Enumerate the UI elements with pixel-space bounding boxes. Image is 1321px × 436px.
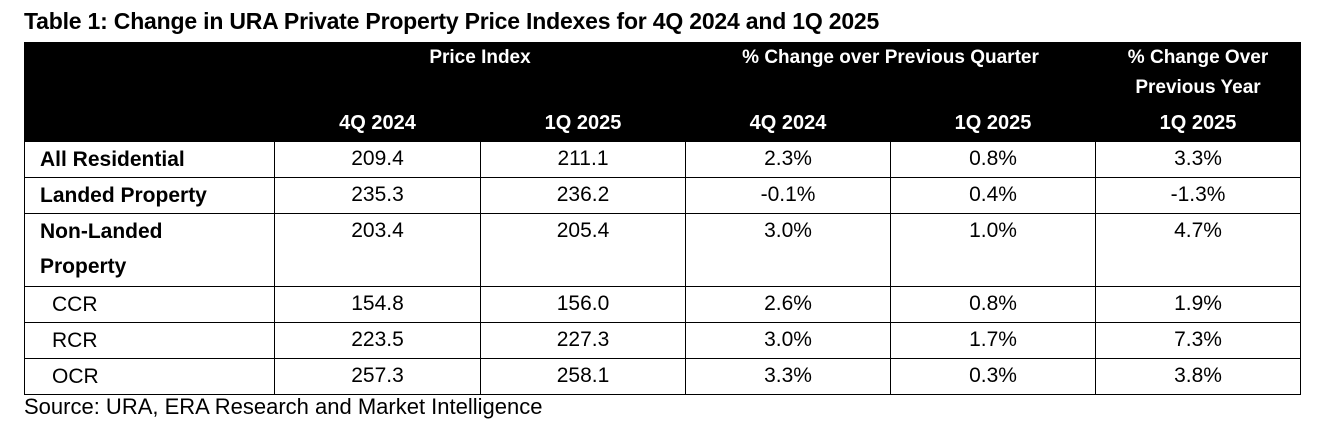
row-label: RCR: [24, 322, 275, 359]
cell-yoy-1q2025: 1.9%: [1095, 286, 1302, 323]
cell-qoq-1q2025: 0.3%: [890, 358, 1097, 395]
cell-pi-1q2025: 236.2: [479, 177, 687, 214]
header-period-pi-1q2025: 1Q 2025: [479, 104, 687, 142]
cell-yoy-1q2025: 3.8%: [1095, 358, 1302, 395]
cell-pi-4q2024: 223.5: [274, 322, 481, 359]
cell-qoq-1q2025: 0.4%: [890, 177, 1097, 214]
cell-qoq-1q2025: 1.7%: [890, 322, 1097, 359]
header-yoy-line1: % Change Over: [1127, 47, 1269, 68]
header-period-yoy-1q2025: 1Q 2025: [1095, 104, 1302, 142]
cell-yoy-1q2025: -1.3%: [1095, 177, 1302, 214]
cell-qoq-4q2024: 3.0%: [685, 213, 892, 287]
cell-qoq-4q2024: 3.3%: [685, 358, 892, 395]
row-label-line2: Property: [40, 255, 127, 278]
header-period-qoq-4q2024: 4Q 2024: [685, 104, 892, 142]
cell-pi-1q2025: 227.3: [479, 322, 687, 359]
cell-qoq-1q2025: 1.0%: [890, 213, 1097, 287]
header-price-index: Price Index: [273, 42, 687, 105]
header-period-pi-4q2024: 4Q 2024: [274, 104, 481, 142]
cell-qoq-4q2024: -0.1%: [685, 177, 892, 214]
table-row: OCR 257.3 258.1 3.3% 0.3% 3.8%: [24, 358, 1302, 395]
table-row: All Residential 209.4 211.1 2.3% 0.8% 3.…: [24, 141, 1302, 178]
table-row: Landed Property 235.3 236.2 -0.1% 0.4% -…: [24, 177, 1302, 214]
header-corner-cell-2: [24, 104, 275, 142]
cell-pi-4q2024: 235.3: [274, 177, 481, 214]
cell-pi-1q2025: 205.4: [479, 213, 687, 287]
cell-qoq-1q2025: 0.8%: [890, 141, 1097, 178]
row-label: Non-Landed Property: [24, 213, 275, 287]
header-qoq-change: % Change over Previous Quarter: [685, 42, 1097, 105]
cell-qoq-4q2024: 2.3%: [685, 141, 892, 178]
header-period-qoq-1q2025: 1Q 2025: [890, 104, 1097, 142]
row-label: All Residential: [24, 141, 275, 178]
cell-qoq-4q2024: 3.0%: [685, 322, 892, 359]
cell-yoy-1q2025: 3.3%: [1095, 141, 1302, 178]
cell-pi-4q2024: 257.3: [274, 358, 481, 395]
table-row: RCR 223.5 227.3 3.0% 1.7% 7.3%: [24, 322, 1302, 359]
cell-yoy-1q2025: 7.3%: [1095, 322, 1302, 359]
cell-pi-1q2025: 156.0: [479, 286, 687, 323]
cell-qoq-4q2024: 2.6%: [685, 286, 892, 323]
header-row-periods: 4Q 2024 1Q 2025 4Q 2024 1Q 2025 1Q 2025: [24, 104, 1302, 142]
header-corner-cell: [24, 42, 275, 105]
header-yoy-change: % Change Over Previous Year: [1095, 42, 1302, 105]
table-row: CCR 154.8 156.0 2.6% 0.8% 1.9%: [24, 286, 1302, 323]
row-label: Landed Property: [24, 177, 275, 214]
row-label: CCR: [24, 286, 275, 323]
cell-pi-4q2024: 209.4: [274, 141, 481, 178]
cell-qoq-1q2025: 0.8%: [890, 286, 1097, 323]
price-index-table: Price Index % Change over Previous Quart…: [24, 42, 1302, 395]
cell-pi-4q2024: 203.4: [274, 213, 481, 287]
header-row-groups: Price Index % Change over Previous Quart…: [24, 42, 1302, 105]
cell-pi-1q2025: 258.1: [479, 358, 687, 395]
row-label: OCR: [24, 358, 275, 395]
row-label-line1: Non-Landed: [40, 220, 163, 243]
cell-pi-1q2025: 211.1: [479, 141, 687, 178]
cell-yoy-1q2025: 4.7%: [1095, 213, 1302, 287]
source-note: Source: URA, ERA Research and Market Int…: [24, 394, 543, 419]
header-yoy-line2: Previous Year: [1135, 77, 1261, 98]
table-title: Table 1: Change in URA Private Property …: [24, 8, 880, 34]
cell-pi-4q2024: 154.8: [274, 286, 481, 323]
table-row: Non-Landed Property 203.4 205.4 3.0% 1.0…: [24, 213, 1302, 287]
